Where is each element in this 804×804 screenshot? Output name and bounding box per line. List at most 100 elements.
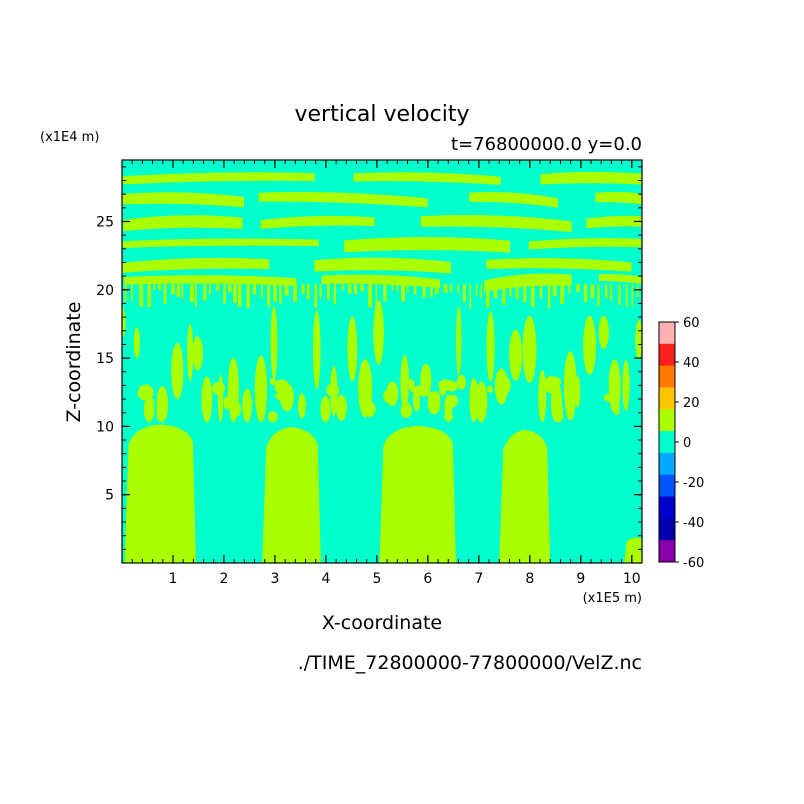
small-cell bbox=[274, 379, 290, 395]
colorbar-swatch bbox=[659, 431, 675, 454]
fringe-streak bbox=[539, 284, 543, 299]
small-cell bbox=[400, 402, 412, 419]
fringe-streak bbox=[260, 284, 264, 298]
fringe-streak bbox=[237, 284, 242, 307]
contour-field bbox=[122, 160, 642, 563]
convection-cell bbox=[509, 329, 523, 381]
wave-band bbox=[122, 172, 315, 185]
x-tick-label: 6 bbox=[423, 571, 432, 587]
fringe-streak bbox=[158, 284, 162, 290]
wave-band bbox=[123, 215, 243, 232]
small-cell bbox=[554, 408, 564, 423]
small-cell bbox=[242, 399, 254, 406]
fringe-streak bbox=[208, 284, 211, 295]
fringe-streak bbox=[293, 284, 297, 302]
small-cell bbox=[326, 383, 340, 397]
plot-frame bbox=[121, 159, 643, 564]
convection-cell bbox=[171, 342, 184, 400]
y-tick-label: 15 bbox=[96, 351, 114, 367]
convection-cell bbox=[583, 315, 597, 375]
fringe-streak bbox=[636, 284, 639, 298]
convection-cell bbox=[622, 359, 630, 411]
x-tick-label: 5 bbox=[372, 571, 381, 587]
small-cell bbox=[298, 400, 307, 409]
x-tick-label: 2 bbox=[219, 571, 228, 587]
small-cell bbox=[364, 400, 376, 417]
convection-cell bbox=[475, 381, 488, 423]
x-tick-label: 8 bbox=[525, 571, 534, 587]
small-cell bbox=[413, 394, 421, 411]
small-cell bbox=[403, 378, 415, 389]
fringe-streak bbox=[610, 284, 613, 302]
small-cell bbox=[544, 375, 558, 394]
positive-column bbox=[262, 427, 321, 563]
y-tick-label: 10 bbox=[96, 419, 114, 435]
fringe-streak bbox=[480, 284, 483, 298]
colorbar-swatch bbox=[659, 387, 675, 410]
colorbar-label: -40 bbox=[683, 516, 704, 531]
small-cell bbox=[456, 374, 467, 390]
fringe-streak bbox=[353, 284, 358, 295]
fringe-streak bbox=[469, 284, 472, 309]
convection-cell bbox=[563, 351, 577, 421]
convection-cell bbox=[270, 306, 278, 380]
fringe-streak bbox=[523, 284, 527, 303]
small-cell bbox=[471, 391, 480, 405]
x-tick-label: 10 bbox=[623, 571, 641, 587]
wave-band bbox=[486, 258, 632, 272]
colorbar-label: -60 bbox=[683, 556, 704, 571]
y-tick-label: 5 bbox=[105, 488, 114, 504]
fringe-streak bbox=[306, 284, 310, 300]
fringe-streak bbox=[631, 284, 634, 308]
convection-cell bbox=[575, 375, 581, 408]
wave-band bbox=[260, 215, 375, 229]
fringe-streak bbox=[575, 284, 580, 292]
fringe-streak bbox=[314, 284, 318, 308]
fringe-streak bbox=[618, 284, 621, 306]
fringe-streak bbox=[273, 284, 277, 302]
y-axis-ticks: 5 10 15 20 25 bbox=[96, 166, 642, 550]
wave-band bbox=[314, 257, 452, 274]
fringe-streak bbox=[583, 284, 588, 302]
colorbar-label: 40 bbox=[683, 356, 700, 371]
fringe-streak bbox=[604, 284, 608, 299]
fringe-streak bbox=[560, 284, 565, 304]
file-path-label: ./TIME_72800000-77800000/VelZ.nc bbox=[298, 652, 642, 674]
convection-cell bbox=[598, 315, 609, 349]
fringe-streak bbox=[341, 284, 344, 291]
x-unit-label: (x1E5 m) bbox=[583, 591, 642, 606]
small-cell bbox=[156, 403, 163, 422]
colorbar-label: 60 bbox=[683, 316, 700, 331]
convection-cell bbox=[335, 394, 347, 421]
colorbar-swatch bbox=[659, 496, 675, 519]
y-tick-label: 20 bbox=[96, 283, 114, 299]
wave-band bbox=[343, 237, 511, 253]
fringe-streak bbox=[413, 284, 417, 295]
fringe-streak bbox=[502, 284, 506, 306]
colorbar-swatch bbox=[659, 474, 675, 498]
fringe-streak bbox=[171, 284, 175, 295]
fringe-streak bbox=[223, 284, 226, 304]
convection-cell bbox=[217, 374, 224, 423]
colorbar-swatch bbox=[659, 540, 675, 563]
convection-cell bbox=[347, 316, 358, 382]
fringe-streak bbox=[422, 284, 426, 298]
fringe-streak bbox=[333, 284, 337, 305]
fringe-streak bbox=[279, 284, 282, 304]
convection-cell bbox=[456, 306, 462, 376]
wave-band bbox=[122, 192, 244, 208]
fringe-streak bbox=[368, 284, 372, 308]
colorbar: 60 40 20 0 -20 -40 -60 bbox=[658, 316, 704, 571]
fringe-streak bbox=[430, 284, 433, 298]
wave-band bbox=[321, 274, 441, 289]
fringe-streak bbox=[319, 284, 322, 299]
y-axis-label: Z-coordinate bbox=[63, 302, 85, 423]
wave-band bbox=[420, 215, 572, 232]
fringe-streak bbox=[568, 284, 571, 294]
fringe-streak bbox=[552, 284, 557, 297]
wave-band bbox=[484, 273, 572, 292]
fringe-streak bbox=[348, 284, 352, 294]
colorbar-swatch bbox=[659, 409, 675, 432]
small-cell bbox=[409, 386, 425, 394]
